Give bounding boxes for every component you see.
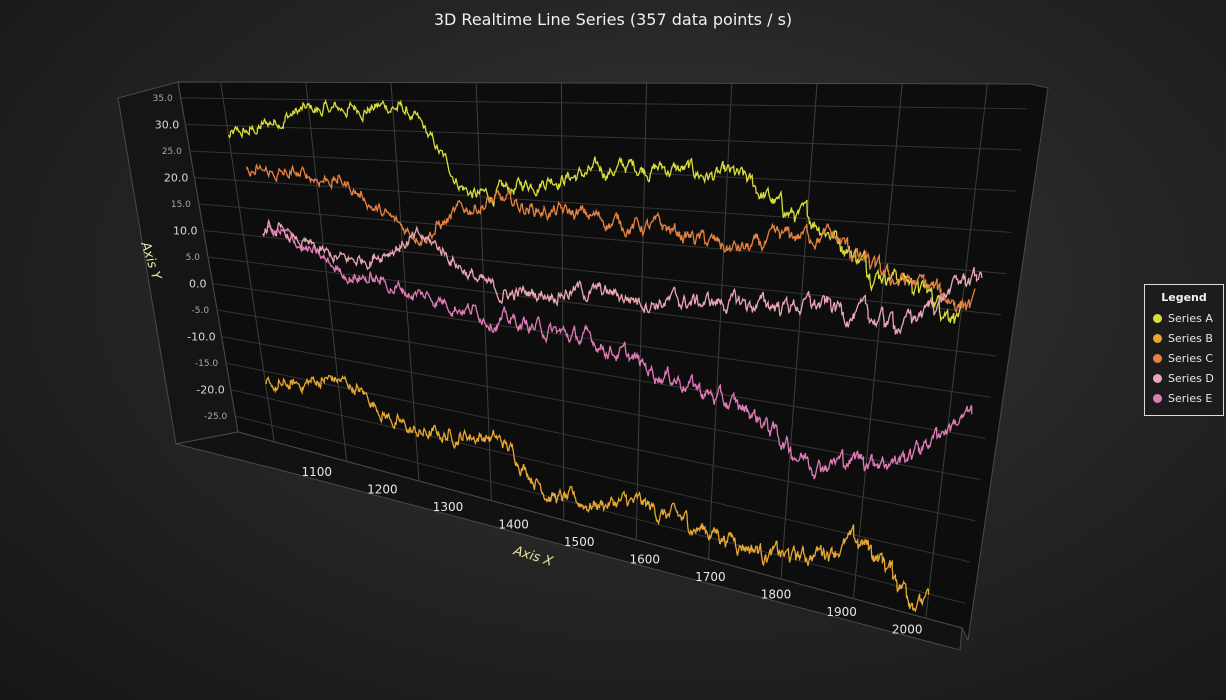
y-tick-label-minor: 35.0 bbox=[153, 94, 173, 104]
y-tick-label-minor: -15.0 bbox=[195, 359, 219, 369]
chart-walls bbox=[117, 81, 1049, 651]
x-axis-title: Axis X bbox=[511, 543, 556, 570]
legend-swatch bbox=[1153, 393, 1162, 403]
x-axis-ticks: 1100 1200 1300 1400 1500 1600 1700 1800 1900 2000 bbox=[302, 465, 923, 637]
y-tick-label: -10.0 bbox=[187, 331, 215, 344]
grid-line-y bbox=[189, 150, 1017, 192]
legend-item[interactable]: Series E bbox=[1153, 388, 1215, 408]
grid-line-y bbox=[217, 309, 986, 439]
y-tick-label: 20.0 bbox=[164, 171, 189, 184]
legend-label: Series C bbox=[1168, 351, 1214, 365]
series-line-series-b bbox=[265, 374, 930, 613]
y-tick-label: -20.0 bbox=[196, 384, 224, 397]
legend-item[interactable]: Series C bbox=[1153, 348, 1215, 368]
y-tick-label-minor: 15.0 bbox=[171, 200, 191, 210]
grid-line-y bbox=[203, 229, 1002, 316]
grid-line-y bbox=[235, 415, 966, 604]
x-tick-label: 1200 bbox=[367, 482, 398, 496]
x-tick-label: 1100 bbox=[302, 465, 333, 479]
series-line-series-e bbox=[267, 224, 973, 480]
legend-label: Series B bbox=[1168, 331, 1213, 345]
y-tick-label-minor: -25.0 bbox=[204, 412, 228, 422]
x-tick-label: 2000 bbox=[892, 622, 923, 636]
legend-item[interactable]: Series D bbox=[1153, 368, 1215, 388]
y-tick-label: 30.0 bbox=[155, 118, 180, 131]
y-tick-label-minor: 5.0 bbox=[186, 253, 201, 263]
legend-item[interactable]: Series A bbox=[1153, 308, 1215, 328]
grid-line-y bbox=[185, 123, 1022, 151]
series-line-series-d bbox=[262, 218, 983, 336]
grid-line-y bbox=[207, 256, 997, 357]
legend-item[interactable]: Series B bbox=[1153, 328, 1215, 348]
x-tick-label: 1600 bbox=[630, 552, 661, 566]
legend: Legend Series A Series B Series C Series D S… bbox=[1144, 284, 1224, 416]
y-tick-label-minor: 25.0 bbox=[162, 147, 182, 157]
x-tick-label: 1400 bbox=[498, 517, 529, 531]
x-tick-label: 1900 bbox=[826, 605, 857, 619]
y-tick-label: 10.0 bbox=[173, 224, 198, 237]
legend-label: Series D bbox=[1168, 371, 1214, 385]
grid-line-y bbox=[212, 283, 991, 398]
x-tick-label: 1300 bbox=[433, 500, 464, 514]
y-tick-label: 0.0 bbox=[189, 278, 207, 291]
y-tick-label-minor: -5.0 bbox=[192, 306, 210, 316]
legend-swatch bbox=[1153, 353, 1162, 363]
legend-swatch bbox=[1153, 333, 1162, 343]
series-line-series-c bbox=[246, 163, 976, 314]
x-tick-label: 1700 bbox=[695, 570, 726, 584]
legend-swatch bbox=[1153, 373, 1162, 383]
floor-plane bbox=[175, 431, 963, 651]
series-line-series-a bbox=[227, 99, 964, 324]
grid-line-y bbox=[180, 97, 1027, 110]
series-lines bbox=[227, 99, 983, 613]
chart-title: 3D Realtime Line Series (357 data points… bbox=[433, 10, 793, 29]
grid-line-y bbox=[230, 389, 971, 563]
y-axis-ticks: 30.0 20.0 10.0 0.0 -10.0 -20.0 35.0 25.0 15.0 5.0… bbox=[153, 94, 228, 422]
legend-title: Legend bbox=[1161, 291, 1207, 304]
legend-label: Series E bbox=[1168, 391, 1213, 405]
legend-label: Series A bbox=[1168, 311, 1213, 325]
legend-swatch bbox=[1153, 313, 1162, 323]
x-tick-label: 1800 bbox=[761, 587, 792, 601]
x-tick-label: 1500 bbox=[564, 535, 595, 549]
